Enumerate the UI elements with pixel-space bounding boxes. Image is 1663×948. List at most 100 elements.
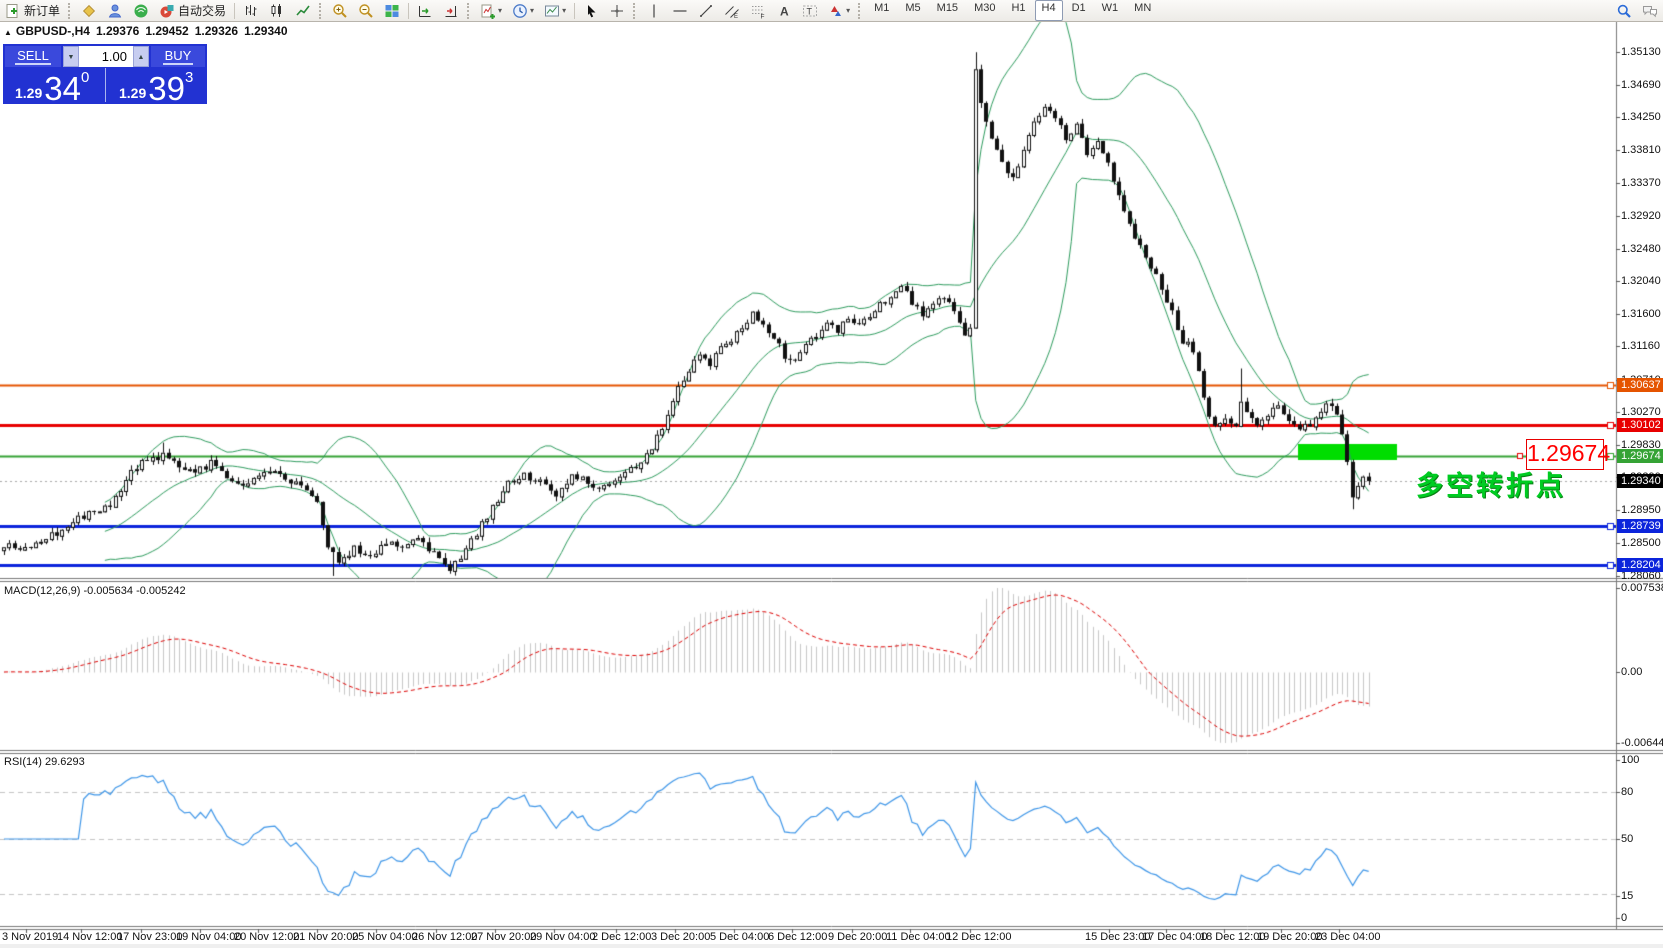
cursor-button[interactable] — [579, 0, 603, 21]
collapse-icon[interactable]: ▲ — [4, 28, 12, 37]
axis-tick-label: 1.31160 — [1621, 340, 1660, 352]
arrows-button[interactable]: ▾ — [824, 0, 854, 21]
buy-button[interactable]: BUY — [151, 46, 205, 67]
linechart-icon — [296, 5, 310, 16]
price-badge: 1.29674 — [1617, 449, 1663, 463]
bar-chart-button[interactable] — [239, 0, 263, 21]
crosshair-button[interactable] — [605, 0, 629, 21]
line-chart-button[interactable] — [291, 0, 315, 21]
horizontal-line-button[interactable] — [668, 0, 692, 21]
tile-windows-button[interactable] — [380, 0, 404, 21]
sell-button[interactable]: SELL — [5, 46, 61, 67]
axis-tick-label: 1.32920 — [1621, 210, 1661, 222]
periods-button[interactable]: ▾ — [508, 0, 538, 21]
price-annotation-box[interactable]: 1.29674 — [1526, 439, 1610, 470]
window-edge — [0, 944, 1663, 948]
fibonacci-button[interactable]: F — [746, 0, 770, 21]
label-icon: T — [803, 5, 818, 16]
time-tick-label: 14 Nov 12:00 — [57, 931, 123, 943]
text-icon: A — [780, 4, 789, 18]
time-tick-label: 17 Nov 23:00 — [117, 931, 183, 943]
volume-increase-button[interactable]: ▲ — [133, 46, 149, 67]
timeframe-w1-button[interactable]: W1 — [1101, 2, 1119, 14]
vline-icon — [653, 4, 655, 17]
periods-icon — [513, 3, 527, 18]
chat-button[interactable] — [1638, 0, 1662, 21]
turning-point-annotation[interactable]: 多空转折点 — [1416, 471, 1566, 501]
experts-button[interactable] — [103, 0, 127, 21]
timeframe-mn-button[interactable]: MN — [1134, 2, 1152, 14]
crosshair-icon — [611, 4, 624, 17]
chevron-down-icon: ▾ — [530, 6, 535, 15]
toolbar-separator — [467, 2, 472, 19]
indicators-icon — [481, 4, 496, 19]
templates-button[interactable]: ▾ — [540, 0, 570, 21]
search-icon — [1617, 4, 1631, 18]
axis-tick-label: 1.35130 — [1621, 46, 1661, 58]
axis-tick-label: 1.29830 — [1621, 439, 1661, 451]
volume-decrease-button[interactable]: ▼ — [63, 46, 79, 67]
timeframe-m5-button[interactable]: M5 — [905, 2, 921, 14]
new-order-button[interactable]: 新订单 — [1, 0, 64, 21]
time-tick-label: 17 Dec 04:00 — [1142, 931, 1208, 943]
axis-tick-label: 1.31600 — [1621, 308, 1661, 320]
price-badge: 1.30102 — [1617, 418, 1663, 432]
vertical-line-button[interactable] — [642, 0, 666, 21]
sell-price[interactable]: 1.29 34 0 — [15, 69, 90, 107]
timeframe-h4-button[interactable]: H4 — [1034, 0, 1063, 21]
autotrading-button[interactable]: 自动交易 — [155, 0, 230, 21]
time-tick-label: 9 Dec 20:00 — [828, 931, 888, 943]
zoom-out-button[interactable] — [354, 0, 378, 21]
svg-text:F: F — [761, 13, 765, 19]
axis-tick-label: -0.006446 — [1621, 737, 1663, 749]
signals-icon — [134, 4, 148, 17]
timeframe-d1-button[interactable]: D1 — [1071, 2, 1086, 14]
toolbar-separator — [574, 2, 576, 19]
text-label-button[interactable]: T — [798, 0, 822, 21]
autotrading-button-label: 自动交易 — [178, 4, 227, 18]
axis-tick-label: 1.28060 — [1621, 570, 1661, 582]
axis-tick-label: 1.32040 — [1621, 275, 1661, 287]
time-tick-label: 19 Nov 04:00 — [176, 931, 242, 943]
svg-text:E: E — [734, 14, 738, 19]
metaeditor-button[interactable] — [77, 0, 101, 21]
time-tick-label: 3 Nov 2019 — [2, 931, 59, 943]
autoscroll-icon — [419, 5, 431, 17]
channel-button[interactable]: E — [720, 0, 744, 21]
buy-price[interactable]: 1.29 39 3 — [119, 69, 194, 107]
axis-tick-label: 0 — [1621, 912, 1628, 924]
zoom-out-icon — [359, 3, 373, 18]
time-tick-label: 12 Dec 12:00 — [946, 931, 1012, 943]
svg-text:A: A — [780, 4, 789, 18]
indicators-button[interactable]: ▾ — [476, 0, 506, 21]
timeframe-h1-button[interactable]: H1 — [1011, 2, 1026, 14]
signals-button[interactable] — [129, 0, 153, 21]
rsi-label: RSI(14) 29.6293 — [4, 756, 85, 768]
volume-input[interactable] — [79, 46, 133, 67]
axis-tick-label: 1.28950 — [1621, 504, 1661, 516]
price-low: 1.29326 — [194, 24, 239, 38]
chart-shift-button[interactable] — [439, 0, 463, 21]
candle-chart-button[interactable] — [265, 0, 289, 21]
trendline-button[interactable] — [694, 0, 718, 21]
text-button[interactable]: A — [772, 0, 796, 21]
main-toolbar: 新订单 自动交易 ▾ ▾ ▾ E F A T ▾ M1 M5 M15 M30 H1 H4 D1 W1 MN — [0, 0, 1663, 22]
time-tick-label: 21 Nov 20:00 — [293, 931, 359, 943]
toolbar-separator — [633, 2, 638, 19]
timeframe-m1-button[interactable]: M1 — [874, 2, 890, 14]
new-order-icon — [6, 3, 18, 18]
toolbar-separator — [68, 2, 73, 19]
timeframe-m15-button[interactable]: M15 — [936, 2, 959, 14]
time-tick-label: 5 Dec 04:00 — [710, 931, 770, 943]
zoom-in-button[interactable] — [328, 0, 352, 21]
autoscroll-button[interactable] — [413, 0, 437, 21]
time-tick-label: 27 Nov 20:00 — [471, 931, 537, 943]
axis-tick-label: 1.34690 — [1621, 79, 1661, 91]
timeframe-m30-button[interactable]: M30 — [974, 2, 996, 14]
axis-tick-label: 1.34250 — [1621, 111, 1661, 123]
search-button[interactable] — [1612, 0, 1636, 21]
time-tick-label: 25 Nov 04:00 — [352, 931, 418, 943]
templates-icon — [545, 5, 560, 16]
tile-icon — [385, 4, 399, 17]
